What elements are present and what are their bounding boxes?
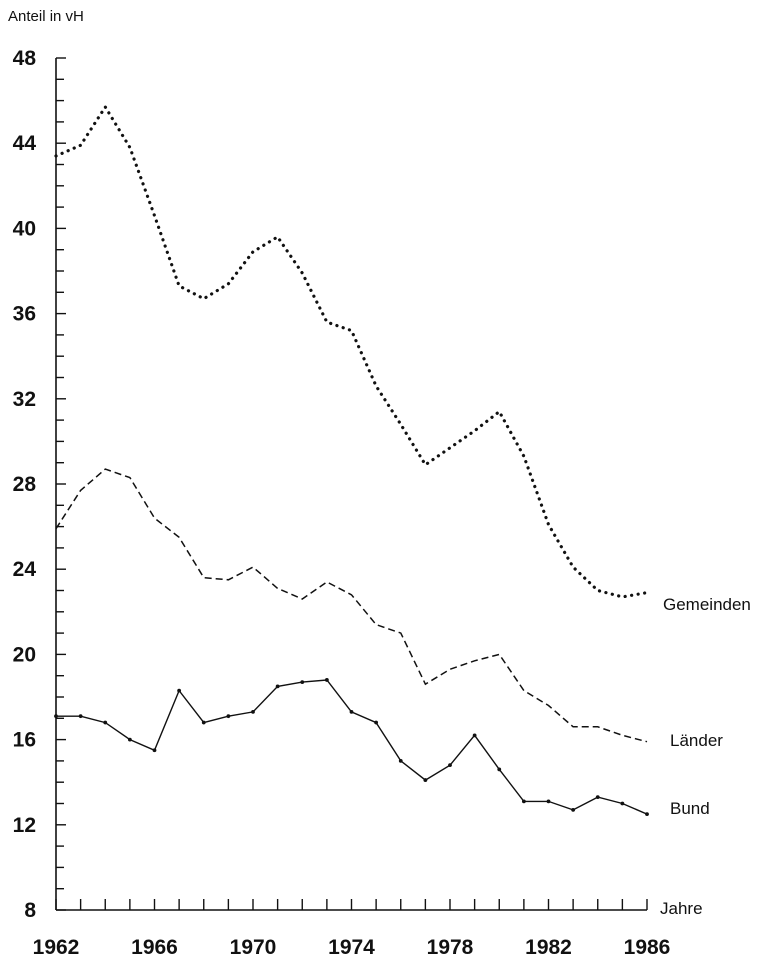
y-tick-label: 40 (13, 217, 36, 240)
series-line-länder (55, 468, 648, 743)
y-tick-label: 16 (13, 729, 36, 752)
x-tick-label: 1974 (328, 936, 375, 959)
data-point (645, 812, 649, 817)
data-point (226, 714, 231, 719)
y-tick-label: 48 (13, 47, 37, 70)
data-point (324, 678, 329, 682)
series-label-bund: Bund (670, 799, 710, 818)
data-point (374, 720, 379, 725)
data-point (54, 714, 58, 719)
data-point (201, 720, 206, 725)
x-tick-label: 1966 (131, 936, 178, 959)
y-tick-label: 44 (13, 132, 37, 155)
data-point (103, 720, 108, 725)
data-point (497, 767, 502, 772)
data-point (521, 799, 526, 804)
x-tick-label: 1986 (624, 936, 671, 959)
data-point (275, 684, 280, 689)
data-point (127, 737, 132, 742)
data-point (595, 795, 600, 800)
series-line-bund (56, 679, 648, 815)
data-point (620, 801, 625, 806)
x-axis-label: Jahre (660, 899, 703, 918)
data-point (546, 799, 551, 804)
y-tick-label: 8 (24, 899, 36, 922)
data-point (472, 733, 477, 738)
series-label-gemeinden: Gemeinden (663, 595, 751, 614)
y-tick-label: 28 (13, 473, 37, 496)
data-point (571, 807, 576, 812)
data-point (398, 759, 403, 763)
y-tick-label: 24 (13, 558, 37, 581)
x-tick-label: 1982 (525, 936, 572, 959)
y-axis-label: Anteil in vH (8, 8, 84, 25)
data-point (300, 680, 305, 684)
y-tick-label: 32 (13, 388, 36, 411)
x-tick-label: 1962 (33, 936, 80, 959)
y-tick-label: 36 (13, 303, 36, 326)
y-tick-label: 20 (13, 643, 36, 666)
data-point (349, 710, 354, 714)
series-label-länder: Länder (670, 731, 723, 750)
data-point (152, 748, 157, 753)
data-point (448, 763, 452, 768)
data-point (177, 688, 182, 693)
data-point (251, 710, 255, 714)
x-tick-label: 1978 (427, 936, 474, 959)
x-tick-label: 1970 (230, 936, 277, 959)
series-line-gemeinden (54, 103, 649, 599)
y-tick-label: 12 (13, 814, 36, 837)
data-point (78, 714, 83, 719)
data-point (423, 778, 428, 782)
